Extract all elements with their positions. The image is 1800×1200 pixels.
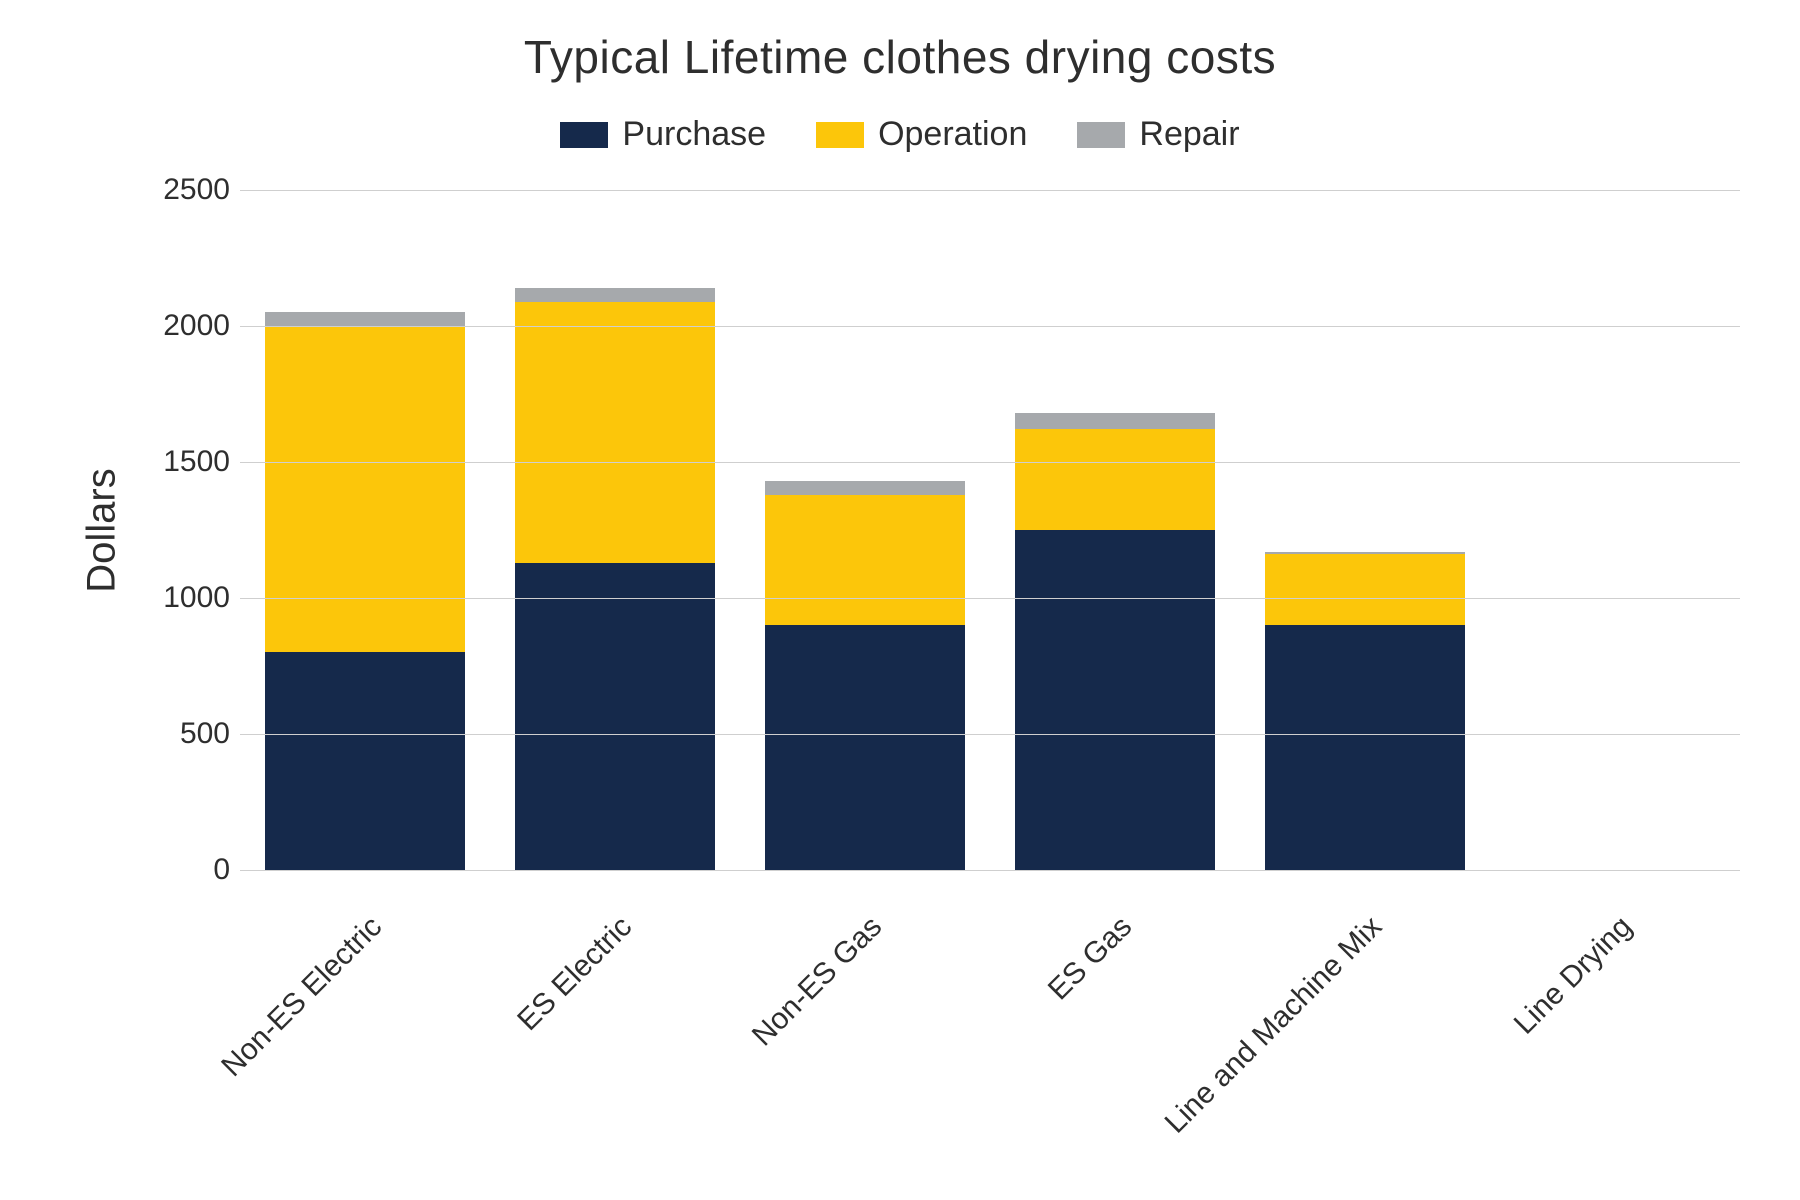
legend: Purchase Operation Repair [0,115,1800,154]
x-tick-label: Non-ES Gas [746,910,889,1053]
gridline [240,870,1740,871]
bar-segment-purchase [1015,530,1215,870]
bar-segment-operation [1015,429,1215,530]
plot-area: 05001000150020002500 [240,190,1740,870]
legend-swatch-purchase [560,122,608,148]
gridline [240,734,1740,735]
bar-segment-repair [1015,413,1215,429]
chart-container: Typical Lifetime clothes drying costs Pu… [0,0,1800,1200]
bar-segment-purchase [515,563,715,870]
gridline [240,462,1740,463]
bar [515,190,715,870]
y-axis-title-text: Dollars [80,468,125,592]
y-tick-label: 0 [140,853,230,887]
bar [1515,190,1715,870]
bar [1265,190,1465,870]
bar-segment-repair [265,312,465,326]
bar [1015,190,1215,870]
legend-label-purchase: Purchase [622,115,766,154]
legend-item-repair: Repair [1077,115,1239,154]
bar-segment-operation [265,326,465,652]
y-axis-title: Dollars [40,190,164,870]
chart-title: Typical Lifetime clothes drying costs [0,30,1800,84]
y-tick-label: 1000 [140,581,230,615]
x-label-slot: Non-ES Electric [265,890,465,1190]
legend-swatch-operation [816,122,864,148]
x-label-slot: Line Drying [1515,890,1715,1190]
x-tick-label: ES Electric [511,910,639,1038]
x-tick-label: Line Drying [1508,910,1639,1041]
x-label-slot: Line and Machine Mix [1265,890,1465,1190]
x-label-slot: Non-ES Gas [765,890,965,1190]
x-tick-label: ES Gas [1042,910,1139,1007]
bar-segment-repair [765,481,965,495]
bar-segment-purchase [765,625,965,870]
bar-segment-purchase [265,652,465,870]
bar-segment-operation [515,302,715,563]
y-tick-label: 1500 [140,445,230,479]
x-label-slot: ES Electric [515,890,715,1190]
bar [765,190,965,870]
gridline [240,598,1740,599]
bars-group [240,190,1740,870]
x-axis-labels: Non-ES ElectricES ElectricNon-ES GasES G… [240,890,1740,1190]
x-tick-label: Non-ES Electric [215,910,389,1084]
bar-segment-purchase [1265,625,1465,870]
bar-segment-operation [1265,554,1465,625]
gridline [240,190,1740,191]
gridline [240,326,1740,327]
legend-label-operation: Operation [878,115,1027,154]
y-tick-label: 2000 [140,309,230,343]
bar-segment-operation [765,495,965,626]
legend-swatch-repair [1077,122,1125,148]
legend-label-repair: Repair [1139,115,1239,154]
bar [265,190,465,870]
legend-item-operation: Operation [816,115,1027,154]
x-label-slot: ES Gas [1015,890,1215,1190]
bar-segment-repair [515,288,715,302]
y-tick-label: 2500 [140,173,230,207]
y-tick-label: 500 [140,717,230,751]
legend-item-purchase: Purchase [560,115,766,154]
